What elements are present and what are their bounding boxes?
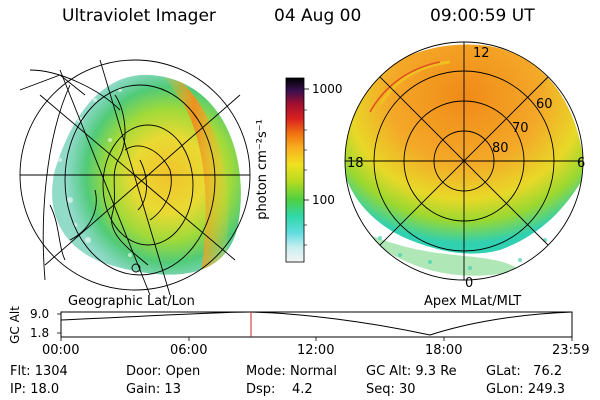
status-glat: GLat: 76.2 [486,364,563,379]
mlt-label-12: 12 [473,46,490,61]
status-glon: GLon: 249.3 [486,382,566,397]
geographic-image [19,59,251,296]
mlt-label-18: 18 [347,156,364,171]
colorbar-tick-100: 100 [312,193,335,207]
xtick-0600: 06:00 [170,343,208,358]
mlat-label-80: 80 [492,141,509,156]
status-dsp: Dsp: 4.2 [246,382,313,397]
altitude-ytick-9: 9.0 [30,307,50,321]
status-gain: Gain: 13 [126,382,181,397]
status-gcalt: GC Alt: 9.3 Re [366,364,457,379]
xtick-2359: 23:59 [552,343,590,358]
mlt-label-0: 0 [465,276,474,291]
status-flt: Flt: 1304 [10,364,68,379]
instrument-title: Ultraviolet Imager [62,6,216,26]
geographic-caption: Geographic Lat/Lon [68,294,195,309]
status-seq: Seq: 30 [366,382,416,397]
altitude-plot [57,311,573,341]
xtick-1200: 12:00 [297,343,335,358]
status-door: Door: Open [126,364,201,379]
colorbar-unit-label: photon cm⁻²s⁻¹ [254,119,270,220]
mlt-label-6: 6 [577,156,586,171]
status-mode: Mode: Normal [246,364,337,379]
colorbar [285,77,309,263]
status-ip: IP: 18.0 [10,382,60,397]
colorbar-tick-1000: 1000 [312,82,343,96]
date-label: 04 Aug 00 [274,6,362,26]
polar-image [344,41,584,281]
altitude-ytick-1-8: 1.8 [30,326,50,340]
xtick-1800: 18:00 [425,343,463,358]
altitude-ylabel: GC Alt [7,306,22,344]
xtick-0000: 00:00 [42,343,80,358]
mlat-label-60: 60 [536,97,553,112]
time-label: 09:00:59 UT [430,6,535,26]
mlat-label-70: 70 [512,121,529,136]
apex-caption: Apex MLat/MLT [424,294,522,309]
